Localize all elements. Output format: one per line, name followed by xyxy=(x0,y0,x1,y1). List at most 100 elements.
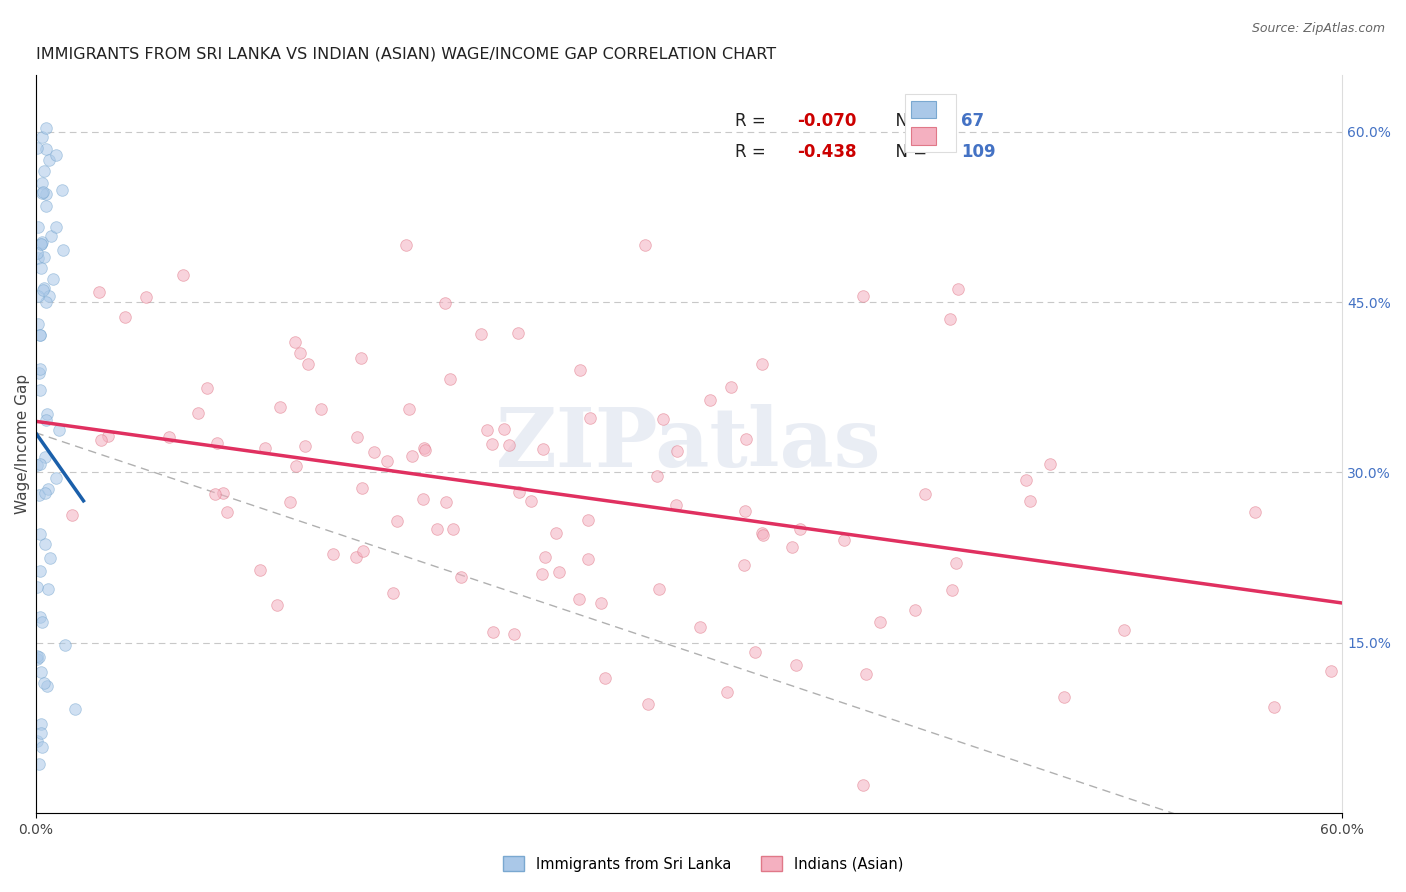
Point xyxy=(780,540,803,554)
Point xyxy=(716,685,738,699)
Point xyxy=(135,290,157,304)
Point xyxy=(266,598,288,612)
Point xyxy=(172,268,194,282)
Point xyxy=(634,238,657,252)
Point xyxy=(187,406,209,420)
Point xyxy=(204,486,226,500)
Point xyxy=(832,533,855,548)
Point xyxy=(647,469,669,483)
Point xyxy=(752,527,775,541)
Point xyxy=(27,488,49,502)
Text: Source: ZipAtlas.com: Source: ZipAtlas.com xyxy=(1251,22,1385,36)
Point xyxy=(27,141,49,155)
Point xyxy=(477,423,499,437)
Point xyxy=(207,436,229,450)
Point xyxy=(31,186,53,200)
Point xyxy=(904,603,927,617)
Point xyxy=(699,392,721,407)
Point xyxy=(34,120,56,135)
Point xyxy=(734,432,756,446)
Point xyxy=(751,526,773,541)
Point xyxy=(482,624,505,639)
Point xyxy=(689,620,711,634)
Point xyxy=(852,778,875,792)
Point xyxy=(346,430,368,444)
Point xyxy=(34,537,56,551)
Point xyxy=(195,381,218,395)
Point xyxy=(249,563,271,577)
Point xyxy=(568,591,591,606)
Point xyxy=(441,522,464,536)
Point xyxy=(27,251,49,265)
Point xyxy=(720,380,742,394)
Point xyxy=(25,734,48,748)
Point xyxy=(30,361,52,376)
Point xyxy=(215,505,238,519)
Point xyxy=(28,564,51,578)
Point xyxy=(30,665,52,680)
Point xyxy=(28,367,51,381)
Point xyxy=(31,740,53,755)
Y-axis label: Wage/Income Gap: Wage/Income Gap xyxy=(15,374,30,514)
Point xyxy=(948,282,970,296)
Text: -0.438: -0.438 xyxy=(797,144,856,161)
Point xyxy=(32,283,55,297)
Point xyxy=(297,357,319,371)
Point xyxy=(1019,493,1042,508)
Point xyxy=(32,281,55,295)
Point xyxy=(401,449,423,463)
Point xyxy=(433,296,456,310)
Point xyxy=(450,570,472,584)
Point xyxy=(546,526,568,541)
Point xyxy=(28,756,51,771)
Text: IMMIGRANTS FROM SRI LANKA VS INDIAN (ASIAN) WAGE/INCOME GAP CORRELATION CHART: IMMIGRANTS FROM SRI LANKA VS INDIAN (ASI… xyxy=(35,46,776,62)
Point xyxy=(30,383,52,397)
Point xyxy=(60,508,83,522)
Point xyxy=(534,550,557,565)
Point xyxy=(519,493,541,508)
Point xyxy=(381,586,404,600)
Point xyxy=(27,289,49,303)
Point xyxy=(28,526,51,541)
Point xyxy=(426,522,449,536)
Point xyxy=(31,176,53,190)
Point xyxy=(89,285,111,299)
Point xyxy=(42,272,65,286)
Point xyxy=(412,492,434,507)
Point xyxy=(278,495,301,509)
Point xyxy=(439,372,461,386)
Point xyxy=(398,402,420,417)
Point xyxy=(30,725,52,739)
Point xyxy=(498,438,520,452)
Point xyxy=(503,627,526,641)
Text: N =: N = xyxy=(884,112,932,129)
Point xyxy=(38,289,60,303)
Point xyxy=(90,433,112,447)
Point xyxy=(945,556,967,570)
Point xyxy=(253,441,276,455)
Text: N =: N = xyxy=(884,144,932,161)
Point xyxy=(569,363,592,377)
Point xyxy=(27,220,49,235)
Point xyxy=(269,400,291,414)
Point xyxy=(51,183,73,197)
Point xyxy=(30,327,52,342)
Text: R =: R = xyxy=(735,144,770,161)
Point xyxy=(548,565,571,579)
Point xyxy=(350,482,373,496)
Point xyxy=(52,243,75,257)
Point xyxy=(352,544,374,558)
Point xyxy=(395,238,418,252)
Point xyxy=(481,436,503,450)
Point xyxy=(35,407,58,421)
Point xyxy=(350,351,373,366)
Point xyxy=(25,649,48,664)
Text: R =: R = xyxy=(735,112,770,129)
Point xyxy=(35,187,58,202)
Point xyxy=(63,701,86,715)
Text: ZIPatlas: ZIPatlas xyxy=(496,404,882,484)
Point xyxy=(37,679,59,693)
Point xyxy=(647,582,669,596)
Point xyxy=(294,439,316,453)
Point xyxy=(28,457,51,471)
